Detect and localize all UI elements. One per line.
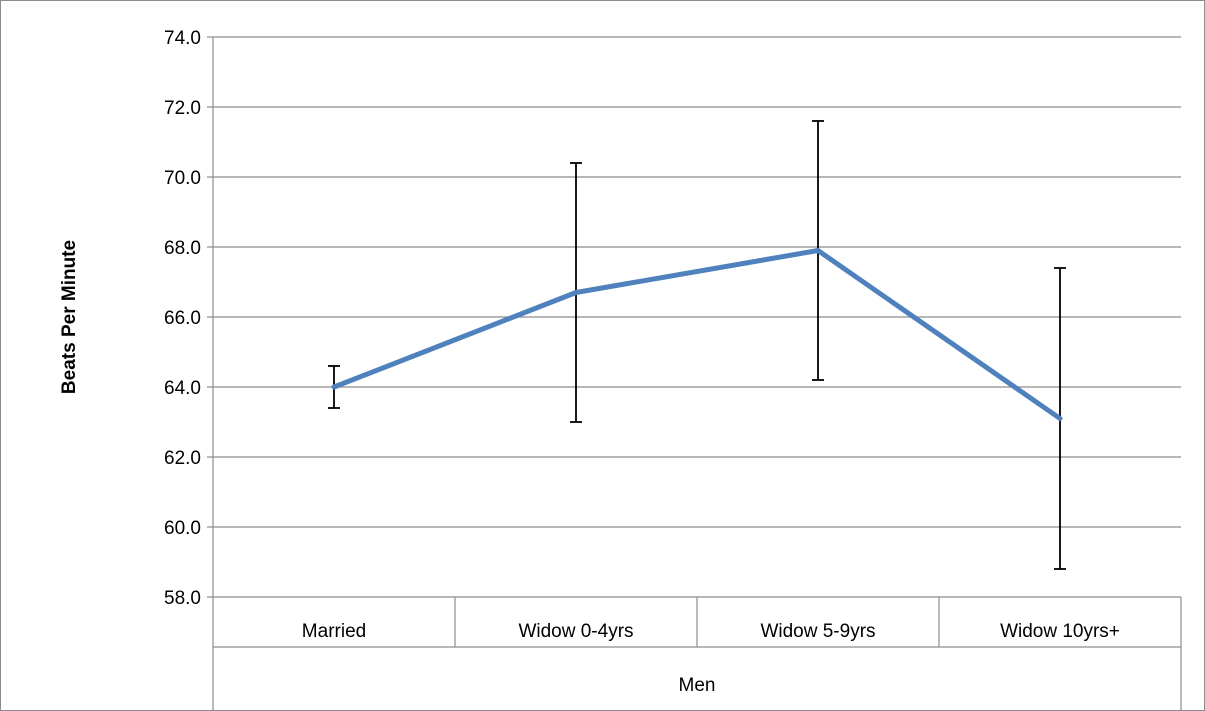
line-segment	[331, 290, 579, 390]
y-tick-label: 58.0	[164, 588, 201, 609]
y-tick-label: 70.0	[164, 168, 201, 189]
y-tick-label: 72.0	[164, 98, 201, 119]
y-axis-title: Beats Per Minute	[59, 240, 80, 394]
y-tick-label: 64.0	[164, 378, 201, 399]
line-segment	[573, 248, 821, 295]
x-category-label: Widow 5-9yrs	[760, 621, 875, 642]
x-category-label: Widow 10yrs+	[1000, 621, 1120, 642]
y-tick-label: 74.0	[164, 28, 201, 49]
line-segment	[815, 248, 1063, 421]
y-axis-ticks: 58.0 60.0 62.0 64.0 66.0 68.0 70.0 72.0 74.0	[164, 28, 213, 609]
x-category-label: Widow 0-4yrs	[518, 621, 633, 642]
gridlines	[213, 36, 1181, 598]
axes	[212, 37, 1182, 710]
y-tick-label: 60.0	[164, 518, 201, 539]
x-axis-title: Men	[679, 675, 716, 696]
x-axis-category-labels: Married Widow 0-4yrs Widow 5-9yrs Widow 10y…	[302, 621, 1120, 642]
series-lines	[331, 248, 1063, 421]
y-tick-label: 66.0	[164, 308, 201, 329]
y-tick-label: 62.0	[164, 448, 201, 469]
y-tick-label: 68.0	[164, 238, 201, 259]
x-category-label: Married	[302, 621, 366, 642]
